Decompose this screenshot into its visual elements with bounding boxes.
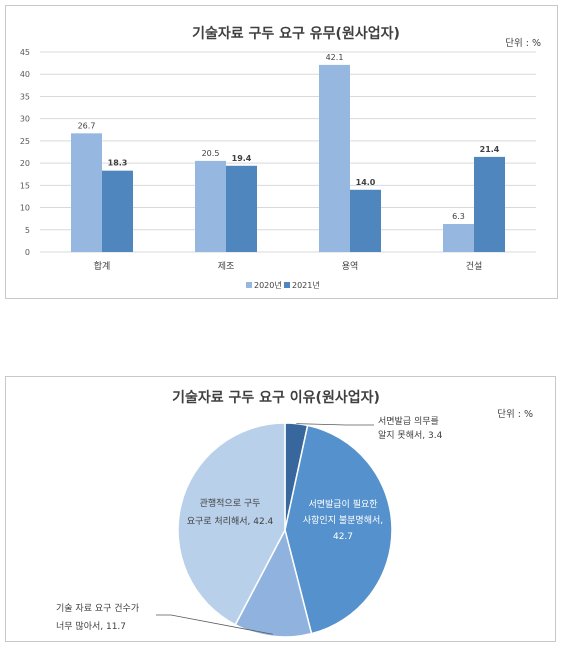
bar [319, 64, 350, 252]
y-tick-label: 30 [20, 115, 30, 124]
x-tick-label: 건설 [466, 261, 483, 272]
bar-chart-panel: 기술자료 구두 요구 유무(원사업자) 단위 : % 0 5 10 15 20 25 30 3… [5, 5, 558, 299]
legend-swatch [246, 282, 252, 288]
y-tick-label: 5 [25, 226, 30, 235]
leader-line [156, 614, 273, 635]
data-label: 20.5 [202, 149, 220, 158]
unit-label: 단위 : % [505, 37, 541, 49]
y-tick-label: 0 [25, 248, 30, 257]
data-label: 21.4 [480, 145, 500, 154]
slice-label: 42.7 [333, 532, 353, 542]
pie-slice [284, 424, 393, 635]
data-label: 18.3 [108, 159, 128, 168]
pie-slice [234, 527, 313, 638]
x-tick-label: 용역 [342, 261, 359, 272]
slice-label: 서면발급 의무를 [378, 416, 439, 427]
y-tick-label: 45 [20, 48, 30, 57]
slice-label: 요구로 처리해서, 42.4 [187, 515, 274, 527]
chart-title: 기술자료 구두 요구 유무(원사업자) [192, 26, 400, 42]
slice-label: 너무 많아서, 11.7 [56, 621, 126, 632]
y-tick-label: 15 [20, 181, 30, 190]
slice-label: 서면발급이 필요한 [308, 498, 377, 510]
legend-label: 2020년 [254, 280, 282, 290]
chart-title: 기술자료 구두 요구 이유(원사업자) [172, 389, 380, 406]
legend-swatch [284, 282, 290, 288]
y-tick-label: 10 [20, 204, 30, 213]
bar [350, 189, 381, 252]
bar-chart: 기술자료 구두 요구 유무(원사업자) 단위 : % 0 5 10 15 20 25 30 3… [20, 26, 541, 290]
unit-label: 단위 : % [497, 408, 533, 420]
x-tick-label: 합계 [94, 260, 111, 272]
y-tick-label: 40 [20, 70, 30, 79]
data-label: 19.4 [232, 154, 252, 163]
bar [102, 170, 133, 252]
x-tick-label: 제조 [218, 261, 235, 272]
y-tick-label: 35 [20, 92, 30, 101]
slice-label: 기술 자료 요구 건수가 [56, 603, 139, 614]
slice-label: 사항인지 불분명해서, [303, 515, 383, 526]
bar [443, 224, 474, 252]
pie-slice [177, 422, 286, 626]
bar [474, 156, 505, 252]
data-label: 14.0 [356, 178, 376, 187]
data-label: 26.7 [78, 121, 96, 130]
bar [195, 160, 226, 252]
data-label: 6.3 [452, 212, 465, 221]
legend-label: 2021년 [292, 280, 320, 290]
y-tick-label: 25 [20, 137, 30, 146]
slice-label: 관행적으로 구두 [200, 497, 261, 509]
bar [71, 133, 102, 252]
bar [226, 165, 257, 252]
slice-label: 알지 못해서, 3.4 [378, 430, 443, 441]
y-tick-label: 20 [20, 159, 30, 168]
data-label: 42.1 [326, 53, 344, 62]
leader-line [296, 423, 374, 426]
